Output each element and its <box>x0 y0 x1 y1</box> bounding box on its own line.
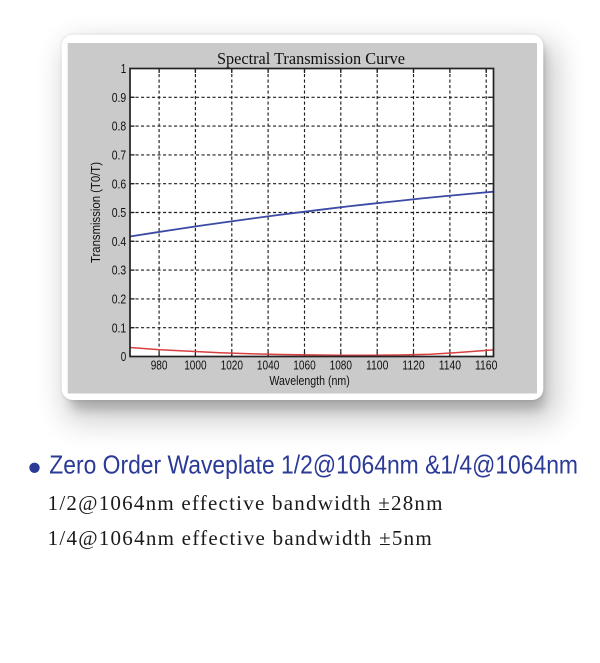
svg-text:1020: 1020 <box>221 358 243 373</box>
svg-text:1080: 1080 <box>330 358 352 373</box>
svg-text:1000: 1000 <box>184 358 206 373</box>
svg-text:Zero Order Waveplate 1/2@1064n: Zero Order Waveplate 1/2@1064nm &1/4@106… <box>49 450 578 480</box>
svg-text:0.3: 0.3 <box>112 263 127 278</box>
svg-text:0.6: 0.6 <box>112 176 127 191</box>
svg-text:Spectral Transmission Curve: Spectral Transmission Curve <box>217 49 405 68</box>
svg-text:1040: 1040 <box>257 358 279 373</box>
svg-text:1/4@1064nm effective bandwidth: 1/4@1064nm effective bandwidth ±5nm <box>48 526 432 550</box>
svg-text:1: 1 <box>121 61 127 76</box>
svg-text:0: 0 <box>121 349 127 364</box>
svg-text:1160: 1160 <box>475 358 497 373</box>
svg-text:0.4: 0.4 <box>112 234 127 249</box>
svg-text:Wavelength (nm): Wavelength (nm) <box>269 373 349 388</box>
svg-text:980: 980 <box>151 358 168 373</box>
svg-text:0.9: 0.9 <box>112 90 127 105</box>
svg-text:0.5: 0.5 <box>112 205 127 220</box>
svg-text:0.2: 0.2 <box>112 292 127 307</box>
svg-text:1060: 1060 <box>293 358 315 373</box>
svg-text:1140: 1140 <box>439 358 461 373</box>
svg-text:1/2@1064nm effective bandwidth: 1/2@1064nm effective bandwidth ±28nm <box>48 491 443 515</box>
svg-text:1100: 1100 <box>366 358 388 373</box>
svg-text:Transmission (T0/T): Transmission (T0/T) <box>88 162 103 263</box>
svg-text:1120: 1120 <box>402 358 424 373</box>
svg-text:0.8: 0.8 <box>112 119 127 134</box>
svg-text:0.1: 0.1 <box>112 320 127 335</box>
svg-text:0.7: 0.7 <box>112 148 127 163</box>
